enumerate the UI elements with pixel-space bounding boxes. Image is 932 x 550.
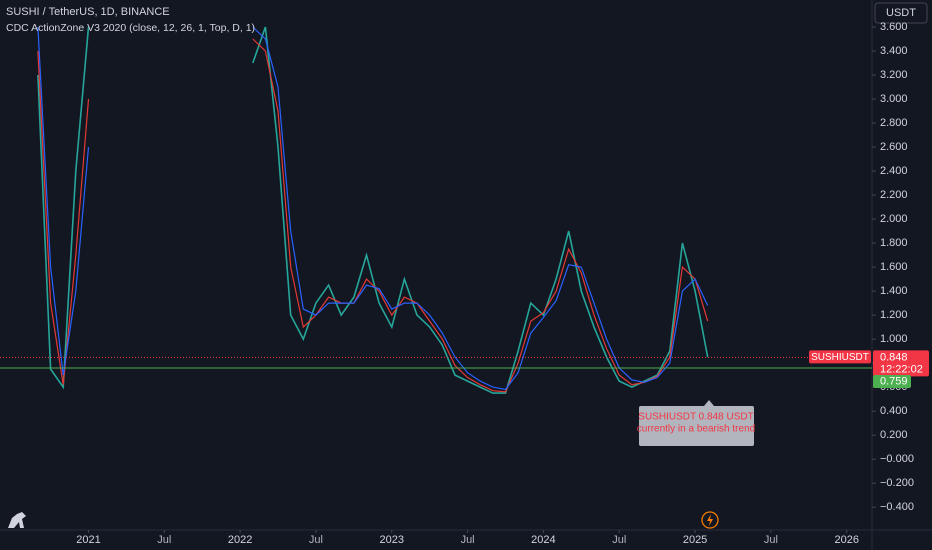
logo	[8, 512, 26, 528]
symbol-tag	[809, 350, 871, 364]
price-tag-label: 0.848	[880, 351, 908, 363]
y-tick-label: 2.600	[880, 141, 908, 153]
y-tick-label: 2.800	[880, 117, 908, 129]
y-tick-label: 3.200	[880, 69, 908, 81]
annotation-text: currently in a bearish trend	[637, 424, 755, 435]
y-tick-label: 1.600	[880, 261, 908, 273]
x-tick-label: Jul	[764, 534, 778, 546]
y-tick-label: −0.200	[880, 477, 914, 489]
y-tick-label: 1.400	[880, 285, 908, 297]
annotation-pointer	[704, 400, 714, 406]
y-tick-label: 0.200	[880, 429, 908, 441]
annotation-box	[639, 406, 754, 446]
x-tick-label: Jul	[461, 534, 475, 546]
y-tick-label: 1.200	[880, 309, 908, 321]
y-tick-label: 3.000	[880, 93, 908, 105]
price-line	[37, 26, 709, 391]
x-tick-label: Jul	[612, 534, 626, 546]
annotation-text: SUSHIUSDT 0.848 USDT	[638, 412, 753, 423]
event-icon[interactable]	[701, 511, 719, 529]
x-tick-label: 2021	[76, 534, 100, 546]
event-icon-bolt	[707, 514, 713, 526]
price-line	[37, 38, 709, 393]
x-tick-label: Jul	[157, 534, 171, 546]
indicator-label: CDC ActionZone V3 2020 (close, 12, 26, 1…	[6, 22, 255, 34]
symbol-label: SUSHIUSDT	[811, 352, 869, 363]
level-tag	[873, 375, 911, 389]
countdown-label: 12:22:02	[880, 363, 923, 375]
y-tick-label: 2.000	[880, 213, 908, 225]
price-tag	[873, 350, 929, 377]
currency-label[interactable]: USDT	[886, 7, 916, 19]
x-tick-label: Jul	[309, 534, 323, 546]
price-line	[37, 26, 709, 394]
level-tag-label: 0.759	[880, 375, 908, 387]
y-tick-label: 0.400	[880, 405, 908, 417]
chart-title: SUSHI / TetherUS, 1D, BINANCE	[6, 6, 170, 18]
x-tick-label: 2023	[380, 534, 404, 546]
x-tick-label: 2024	[531, 534, 555, 546]
y-tick-label: 2.400	[880, 165, 908, 177]
y-tick-label: −0.000	[880, 453, 914, 465]
y-tick-label: 3.400	[880, 45, 908, 57]
currency-button[interactable]	[874, 2, 928, 24]
plot-area	[37, 26, 709, 394]
x-tick-label: 2025	[683, 534, 707, 546]
x-tick-label: 2022	[228, 534, 252, 546]
y-tick-label: 1.000	[880, 333, 908, 345]
y-tick-label: −0.400	[880, 501, 914, 513]
y-tick-label: 1.800	[880, 237, 908, 249]
y-tick-label: 3.600	[880, 21, 908, 33]
x-tick-label: 2026	[834, 534, 858, 546]
y-tick-label: 2.200	[880, 189, 908, 201]
